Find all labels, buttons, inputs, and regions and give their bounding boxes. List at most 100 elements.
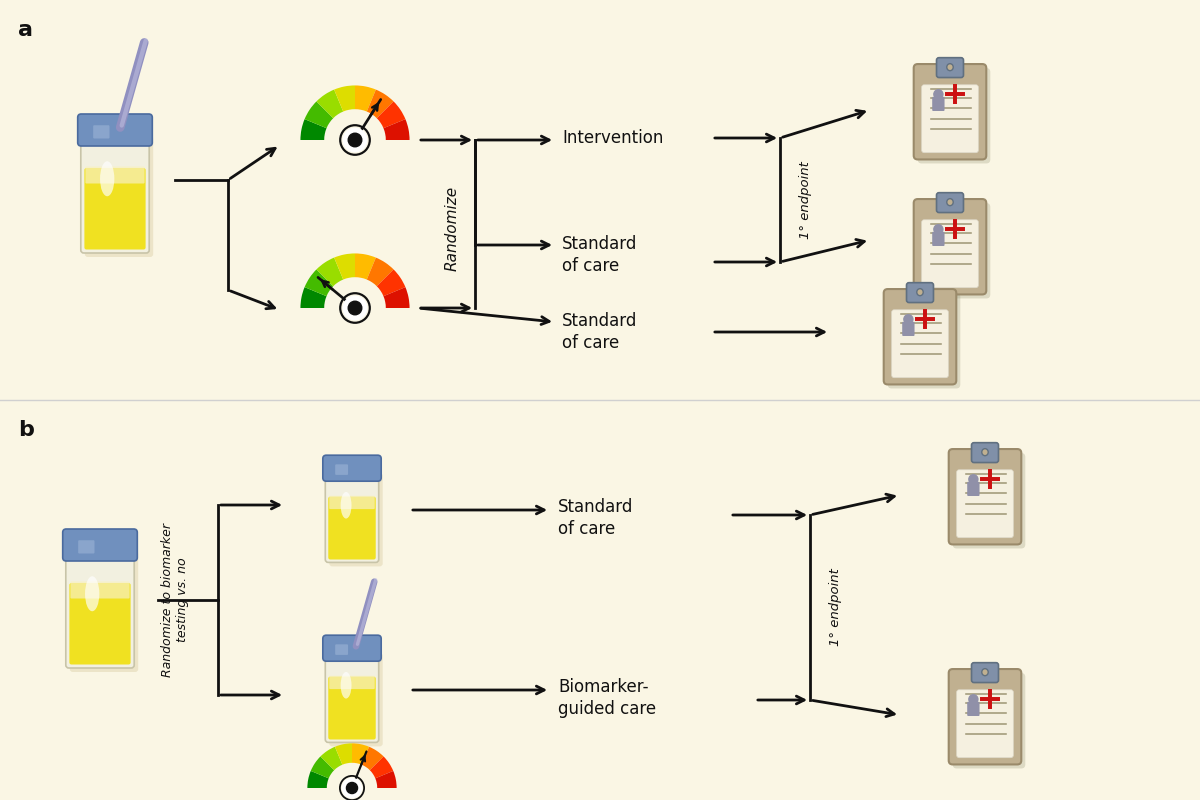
FancyBboxPatch shape bbox=[936, 58, 964, 78]
Wedge shape bbox=[320, 746, 342, 770]
Ellipse shape bbox=[982, 449, 989, 456]
FancyBboxPatch shape bbox=[85, 136, 154, 257]
Text: Intervention: Intervention bbox=[562, 129, 664, 147]
Wedge shape bbox=[370, 757, 394, 778]
Circle shape bbox=[934, 89, 943, 99]
Wedge shape bbox=[377, 270, 406, 296]
FancyBboxPatch shape bbox=[329, 653, 383, 746]
Wedge shape bbox=[335, 743, 352, 765]
FancyBboxPatch shape bbox=[62, 529, 137, 561]
FancyBboxPatch shape bbox=[972, 442, 998, 462]
FancyBboxPatch shape bbox=[883, 289, 956, 385]
FancyBboxPatch shape bbox=[325, 649, 379, 742]
FancyBboxPatch shape bbox=[906, 282, 934, 302]
Wedge shape bbox=[300, 287, 326, 308]
FancyBboxPatch shape bbox=[71, 582, 130, 598]
Text: Randomize: Randomize bbox=[444, 186, 460, 270]
Wedge shape bbox=[311, 757, 334, 778]
FancyBboxPatch shape bbox=[932, 97, 944, 111]
Wedge shape bbox=[361, 746, 384, 770]
Circle shape bbox=[343, 128, 367, 152]
FancyBboxPatch shape bbox=[84, 168, 145, 250]
FancyBboxPatch shape bbox=[953, 673, 1025, 769]
FancyBboxPatch shape bbox=[956, 690, 1013, 758]
Wedge shape bbox=[384, 119, 409, 140]
Wedge shape bbox=[305, 102, 334, 128]
Ellipse shape bbox=[100, 162, 114, 196]
Text: Randomize to biomarker
testing vs. no: Randomize to biomarker testing vs. no bbox=[161, 523, 188, 677]
Ellipse shape bbox=[341, 672, 352, 698]
FancyBboxPatch shape bbox=[913, 64, 986, 159]
FancyBboxPatch shape bbox=[949, 669, 1021, 765]
Circle shape bbox=[342, 778, 361, 798]
Ellipse shape bbox=[947, 64, 953, 70]
Circle shape bbox=[348, 302, 361, 314]
FancyBboxPatch shape bbox=[329, 496, 374, 509]
Circle shape bbox=[968, 694, 978, 705]
Circle shape bbox=[904, 314, 913, 325]
FancyBboxPatch shape bbox=[323, 455, 382, 482]
FancyBboxPatch shape bbox=[85, 166, 145, 183]
FancyBboxPatch shape bbox=[918, 203, 990, 298]
FancyBboxPatch shape bbox=[335, 644, 348, 655]
Ellipse shape bbox=[85, 576, 100, 611]
FancyBboxPatch shape bbox=[892, 310, 948, 378]
Wedge shape bbox=[367, 90, 394, 118]
FancyBboxPatch shape bbox=[956, 470, 1013, 538]
Circle shape bbox=[348, 134, 361, 146]
Ellipse shape bbox=[982, 669, 989, 676]
Ellipse shape bbox=[947, 198, 953, 206]
FancyBboxPatch shape bbox=[66, 547, 134, 668]
Text: 1° endpoint: 1° endpoint bbox=[798, 161, 811, 239]
Text: Standard
of care: Standard of care bbox=[562, 312, 637, 352]
FancyBboxPatch shape bbox=[888, 293, 960, 389]
Wedge shape bbox=[334, 254, 355, 279]
Wedge shape bbox=[352, 743, 370, 765]
Wedge shape bbox=[355, 86, 376, 111]
Circle shape bbox=[934, 224, 943, 234]
FancyBboxPatch shape bbox=[78, 540, 95, 554]
Wedge shape bbox=[307, 771, 329, 788]
FancyBboxPatch shape bbox=[335, 464, 348, 475]
FancyBboxPatch shape bbox=[936, 193, 964, 213]
FancyBboxPatch shape bbox=[902, 322, 914, 336]
Wedge shape bbox=[334, 86, 355, 111]
FancyBboxPatch shape bbox=[70, 583, 131, 665]
FancyBboxPatch shape bbox=[325, 469, 379, 562]
Text: Standard
of care: Standard of care bbox=[562, 235, 637, 274]
FancyBboxPatch shape bbox=[78, 114, 152, 146]
Circle shape bbox=[347, 782, 358, 794]
Circle shape bbox=[343, 296, 367, 320]
FancyBboxPatch shape bbox=[922, 220, 978, 288]
Wedge shape bbox=[355, 254, 376, 279]
Wedge shape bbox=[317, 90, 343, 118]
Text: 1° endpoint: 1° endpoint bbox=[828, 568, 841, 646]
FancyBboxPatch shape bbox=[918, 68, 990, 163]
FancyBboxPatch shape bbox=[913, 199, 986, 294]
Wedge shape bbox=[305, 270, 334, 296]
FancyBboxPatch shape bbox=[922, 85, 978, 153]
FancyBboxPatch shape bbox=[932, 232, 944, 246]
FancyBboxPatch shape bbox=[972, 662, 998, 682]
Ellipse shape bbox=[341, 492, 352, 518]
FancyBboxPatch shape bbox=[329, 497, 376, 559]
Wedge shape bbox=[367, 258, 394, 286]
FancyBboxPatch shape bbox=[94, 126, 109, 138]
Ellipse shape bbox=[917, 289, 923, 296]
FancyBboxPatch shape bbox=[967, 702, 979, 716]
FancyBboxPatch shape bbox=[949, 449, 1021, 545]
Wedge shape bbox=[317, 258, 343, 286]
Wedge shape bbox=[300, 119, 326, 140]
FancyBboxPatch shape bbox=[953, 453, 1025, 549]
Wedge shape bbox=[384, 287, 409, 308]
Text: b: b bbox=[18, 420, 34, 440]
Circle shape bbox=[968, 474, 978, 485]
Text: Standard
of care: Standard of care bbox=[558, 498, 634, 538]
Wedge shape bbox=[377, 102, 406, 128]
Wedge shape bbox=[376, 771, 397, 788]
FancyBboxPatch shape bbox=[70, 551, 138, 672]
FancyBboxPatch shape bbox=[329, 473, 383, 566]
FancyBboxPatch shape bbox=[329, 676, 374, 689]
FancyBboxPatch shape bbox=[323, 635, 382, 661]
FancyBboxPatch shape bbox=[967, 482, 979, 496]
